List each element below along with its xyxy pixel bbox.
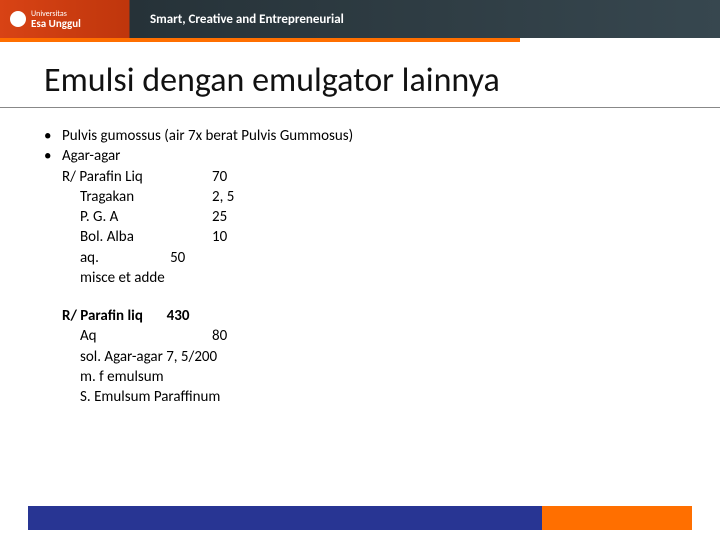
recipe-line: Aq 80 (62, 326, 720, 346)
recipe-label: misce et adde (80, 268, 230, 288)
recipe-line: misce et adde (62, 268, 720, 288)
recipe-label: S. Emulsum Paraffinum (80, 387, 300, 407)
recipe-line: sol. Agar-agar 7, 5/200 (62, 347, 720, 367)
recipe-block-2: R/ Parafin liq 430 Aq 80 sol. Agar-agar … (44, 306, 720, 407)
list-item: • Agar-agar (44, 146, 720, 166)
recipe-value: 2, 5 (212, 187, 272, 207)
logo-text: Universitas Esa Unggul (31, 10, 81, 29)
footer-bar (28, 506, 692, 530)
bullet-text: Agar-agar (62, 146, 720, 166)
recipe-label: R/ Parafin Liq (62, 167, 212, 187)
recipe-label: aq. 50 (80, 248, 280, 268)
recipe-line: S. Emulsum Paraffinum (62, 387, 720, 407)
bullet-text: Pulvis gumossus (air 7x berat Pulvis Gum… (62, 126, 720, 146)
recipe-line: m. f emulsum (62, 367, 720, 387)
logo-icon (10, 11, 26, 27)
recipe-line: Tragakan 2, 5 (62, 187, 720, 207)
list-item: • Pulvis gumossus (air 7x berat Pulvis G… (44, 126, 720, 146)
recipe-line: R/ Parafin liq 430 (62, 306, 720, 326)
recipe-line: R/ Parafin Liq 70 (62, 167, 720, 187)
recipe-label: sol. Agar-agar 7, 5/200 (80, 347, 300, 367)
logo-area: Universitas Esa Unggul (0, 0, 130, 38)
recipe-label: P. G. A (80, 207, 212, 227)
header-bar: Universitas Esa Unggul Smart, Creative a… (0, 0, 720, 38)
recipe-label: m. f emulsum (80, 367, 300, 387)
recipe-line: P. G. A 25 (62, 207, 720, 227)
recipe-line: aq. 50 (62, 248, 720, 268)
recipe-value: 70 (212, 167, 272, 187)
header-tagline: Smart, Creative and Entrepreneurial (150, 12, 344, 27)
recipe-label: Tragakan (80, 187, 212, 207)
recipe-label: R/ Parafin liq 430 (62, 306, 282, 326)
recipe-label: Aq (80, 326, 212, 346)
recipe-label: Bol. Alba (80, 227, 212, 247)
recipe-value: 25 (212, 207, 272, 227)
logo-univ-name: Esa Unggul (31, 18, 81, 29)
recipe-line: Bol. Alba 10 (62, 227, 720, 247)
bullet-icon: • (44, 126, 62, 146)
recipe-block-1: R/ Parafin Liq 70 Tragakan 2, 5 P. G. A … (44, 167, 720, 289)
footer-blue-block (28, 506, 542, 530)
bullet-icon: • (44, 146, 62, 166)
content-area: • Pulvis gumossus (air 7x berat Pulvis G… (0, 108, 720, 407)
page-title: Emulsi dengan emulgator lainnya (0, 52, 720, 101)
recipe-value: 80 (212, 326, 272, 346)
footer-orange-block (542, 506, 692, 530)
recipe-value: 10 (212, 227, 272, 247)
